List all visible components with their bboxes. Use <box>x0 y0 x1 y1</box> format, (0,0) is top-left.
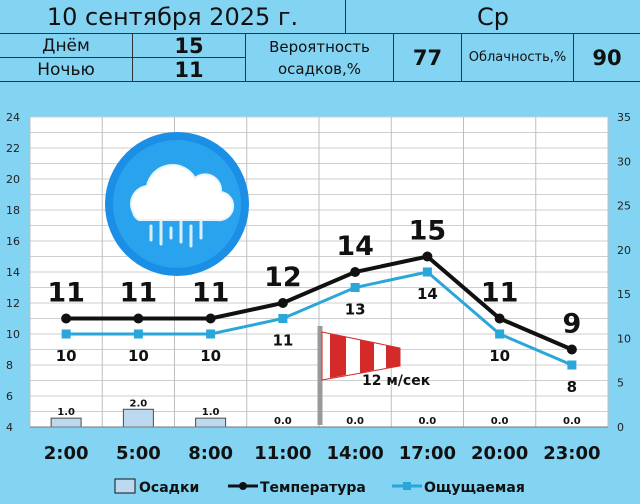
x-tick-label: 2:00 <box>44 443 89 464</box>
feels-like-point <box>567 360 577 370</box>
legend-precip-swatch <box>114 478 136 494</box>
y-right-tick-label: 35 <box>617 111 631 124</box>
windsock-icon <box>317 326 401 425</box>
precip-prob-value: 77 <box>394 34 462 82</box>
feels-like-point <box>278 314 288 323</box>
feels-like-value-label: 11 <box>272 332 293 350</box>
night-value: 11 <box>133 58 246 82</box>
feels-like-point <box>350 283 360 292</box>
y-right-tick-label: 20 <box>617 244 631 257</box>
y-left-tick-label: 10 <box>6 328 20 341</box>
precip-value-label: 0.0 <box>563 416 581 427</box>
feels-like-point <box>206 329 216 339</box>
legend: Осадки Температура Ощущаемая <box>114 478 525 496</box>
precip-value-label: 1.0 <box>202 407 220 418</box>
y-left-tick-label: 12 <box>6 297 20 310</box>
wind-speed-label: 12 м/сек <box>362 373 431 389</box>
x-tick-label: 8:00 <box>188 443 233 464</box>
precipitation-bars <box>50 408 227 428</box>
feels-like-line <box>66 270 573 367</box>
precip-bar <box>195 417 227 428</box>
legend-temp-label: Температура <box>260 480 366 496</box>
temperature-value-label: 11 <box>192 278 230 309</box>
day-value: 15 <box>133 34 246 58</box>
cloud-label: Облачность,% <box>462 34 574 82</box>
temperature-point <box>566 344 577 355</box>
legend-feel-label: Ощущаемая <box>424 480 525 496</box>
temperature-point <box>277 298 288 308</box>
y-right-tick-label: 0 <box>617 421 624 434</box>
y-left-tick-label: 16 <box>6 235 20 248</box>
feels-like-value-label: 10 <box>128 347 149 365</box>
day-label: Днём <box>0 34 133 58</box>
temperature-line <box>66 254 573 352</box>
temperature-value-label: 15 <box>409 216 447 247</box>
rain-cloud-icon <box>105 132 249 276</box>
x-tick-label: 20:00 <box>471 443 528 464</box>
legend-precip-label: Осадки <box>139 480 199 496</box>
feels-like-point <box>61 329 71 339</box>
y-left-tick-label: 18 <box>6 204 20 217</box>
precip-prob-label: Вероятность осадков,% <box>246 34 394 82</box>
precip-value-label: 0.0 <box>346 416 364 427</box>
precip-bar <box>50 417 82 428</box>
feels-like-value-label: 13 <box>345 301 366 319</box>
temperature-lines <box>61 251 577 370</box>
temperature-point <box>205 313 216 324</box>
weekday-title: Ср <box>346 0 640 34</box>
precip-value-label: 2.0 <box>130 398 148 409</box>
y-right-tick-label: 10 <box>617 332 631 345</box>
night-label: Ночью <box>0 58 133 82</box>
precip-value-label: 1.0 <box>57 407 75 418</box>
value-labels: 1.0 2.0 1.0 0.0 0.0 0.0 0.0 0.0 10 10 10 11 13 14 10 8 1… <box>47 216 581 428</box>
temperature-point <box>133 313 144 324</box>
temperature-value-label: 11 <box>481 278 519 309</box>
temperature-point <box>61 313 72 324</box>
feels-like-value-label: 10 <box>200 347 221 365</box>
temperature-point <box>350 267 361 277</box>
temperature-value-label: 11 <box>47 278 85 309</box>
x-tick-label: 17:00 <box>399 443 456 464</box>
feels-like-value-label: 10 <box>56 347 77 365</box>
x-tick-label: 11:00 <box>254 443 311 464</box>
y-left-tick-label: 6 <box>6 390 13 403</box>
precip-value-label: 0.0 <box>491 416 509 427</box>
temperature-value-label: 11 <box>120 278 158 309</box>
x-tick-label: 23:00 <box>543 443 600 464</box>
temperature-value-label: 12 <box>264 262 302 293</box>
y-right-tick-label: 15 <box>617 288 631 301</box>
precip-prob-label-line2: осадков,% <box>277 59 362 78</box>
precip-value-label: 0.0 <box>274 416 292 427</box>
feels-like-point <box>422 267 432 277</box>
y-left-tick-label: 4 <box>6 421 13 434</box>
axes: 4 6 8 10 12 14 16 18 20 22 24 0 5 10 15 20 25 30 35 2:00 5:0… <box>6 111 631 464</box>
feels-like-point <box>133 329 143 339</box>
temperature-point <box>422 251 433 262</box>
precip-value-label: 0.0 <box>419 416 437 427</box>
temperature-point <box>494 313 505 324</box>
feels-like-value-label: 14 <box>417 285 438 303</box>
feels-like-value-label: 10 <box>489 347 510 365</box>
date-title: 10 сентября 2025 г. <box>0 0 346 34</box>
feels-like-point <box>495 329 505 339</box>
x-tick-label: 14:00 <box>326 443 383 464</box>
y-right-tick-label: 5 <box>617 377 624 390</box>
y-left-tick-label: 24 <box>6 111 20 124</box>
y-left-tick-label: 8 <box>6 359 13 372</box>
y-right-tick-label: 30 <box>617 155 631 168</box>
precip-bar <box>122 408 154 428</box>
cloud-value: 90 <box>574 34 640 82</box>
feels-like-value-label: 8 <box>567 378 577 396</box>
y-left-tick-label: 22 <box>6 142 20 155</box>
y-left-tick-label: 20 <box>6 173 20 186</box>
precip-prob-label-line1: Вероятность <box>269 37 370 56</box>
y-right-tick-label: 25 <box>617 200 631 213</box>
y-left-tick-label: 14 <box>6 266 20 279</box>
x-tick-label: 5:00 <box>116 443 161 464</box>
temperature-value-label: 14 <box>336 231 374 262</box>
temperature-value-label: 9 <box>562 309 581 340</box>
